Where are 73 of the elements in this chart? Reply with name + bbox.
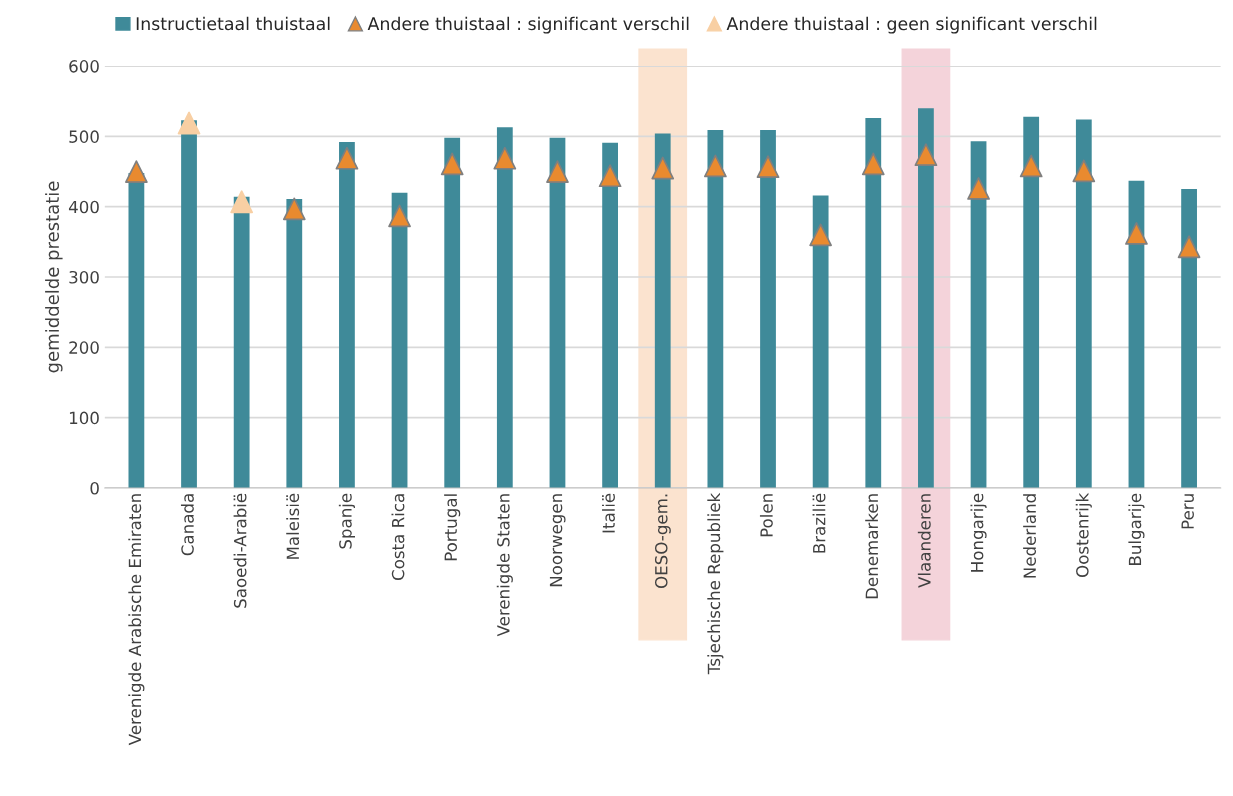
x-tick-label: Portugal [444, 494, 461, 561]
bar [549, 137, 566, 488]
y-tick-label: 500 [69, 130, 99, 143]
legend-label: Andere thuistaal : significant verschil [367, 16, 689, 34]
x-tick-label: Oostenrijk [1075, 492, 1092, 577]
x-tick-label: Polen [759, 494, 773, 537]
x-tick-label: Denemarken [865, 494, 879, 599]
bar [128, 172, 145, 488]
x-tick-label: Italië [602, 493, 615, 533]
x-tick-label: Spanje [338, 493, 355, 549]
bar [233, 196, 250, 488]
x-tick-label: Tsjechische Republiek [707, 492, 724, 675]
point [756, 155, 780, 178]
x-tick-label: Brazilië [812, 493, 826, 553]
bar [339, 142, 355, 488]
point [1125, 222, 1148, 245]
y-tick-label: 0 [90, 481, 99, 495]
bar [444, 137, 461, 488]
point [861, 152, 885, 176]
x-tick-label: Nederland [1023, 494, 1037, 578]
point [546, 160, 569, 183]
point [335, 146, 359, 170]
point [1019, 154, 1043, 178]
point [1177, 235, 1201, 259]
bar [654, 133, 671, 488]
bar [707, 130, 724, 488]
bar [1128, 180, 1145, 488]
point [914, 143, 938, 167]
point [440, 152, 464, 176]
x-tick-label: Canada [180, 494, 194, 556]
bar [812, 195, 829, 488]
point [651, 156, 675, 180]
point [967, 177, 990, 200]
legend-label: Instructietaal thuistaal [136, 16, 330, 31]
point [598, 164, 622, 188]
x-tick-label: Saoedi-Arabië [233, 493, 247, 608]
bar [760, 130, 776, 488]
point [809, 223, 833, 247]
x-tick-label: Maleisië [286, 493, 300, 559]
point [230, 190, 254, 214]
y-axis-title: gemiddelde prestatie [45, 181, 63, 373]
point [1072, 159, 1096, 183]
y-tick-label: 100 [69, 411, 99, 425]
bar [1075, 119, 1092, 488]
bar [496, 127, 513, 488]
bar [602, 142, 618, 488]
point [493, 146, 517, 170]
x-tick-label: Peru [1181, 494, 1194, 529]
y-tick-label: 600 [69, 60, 99, 73]
x-tick-label: Bulgarije [1128, 493, 1145, 565]
point [125, 160, 148, 183]
y-tick-label: 300 [69, 270, 99, 284]
bar [181, 120, 197, 488]
bar [918, 108, 934, 488]
x-tick-label: Noorwegen [549, 494, 566, 587]
bar [1023, 116, 1040, 488]
y-tick-label: 200 [69, 341, 99, 354]
y-tick-label: 400 [68, 200, 99, 214]
bar [286, 198, 303, 488]
point [388, 204, 411, 228]
bar [865, 118, 882, 488]
point [282, 197, 306, 221]
bar [1181, 189, 1197, 488]
legend-label: Andere thuistaal : geen significant verschil [726, 16, 1097, 34]
x-tick-label: Vlaanderen [917, 494, 931, 588]
x-tick-label: Costa Rica [391, 494, 405, 581]
point [177, 111, 201, 135]
point [704, 154, 727, 178]
bar [970, 141, 987, 488]
x-tick-label: Hongarije [970, 493, 987, 572]
x-tick-label: OESO-gem. [654, 494, 671, 589]
x-tick-label: Verenigde Arabische Emiraten [128, 494, 145, 746]
x-tick-label: Verenigde Staten [496, 494, 513, 637]
